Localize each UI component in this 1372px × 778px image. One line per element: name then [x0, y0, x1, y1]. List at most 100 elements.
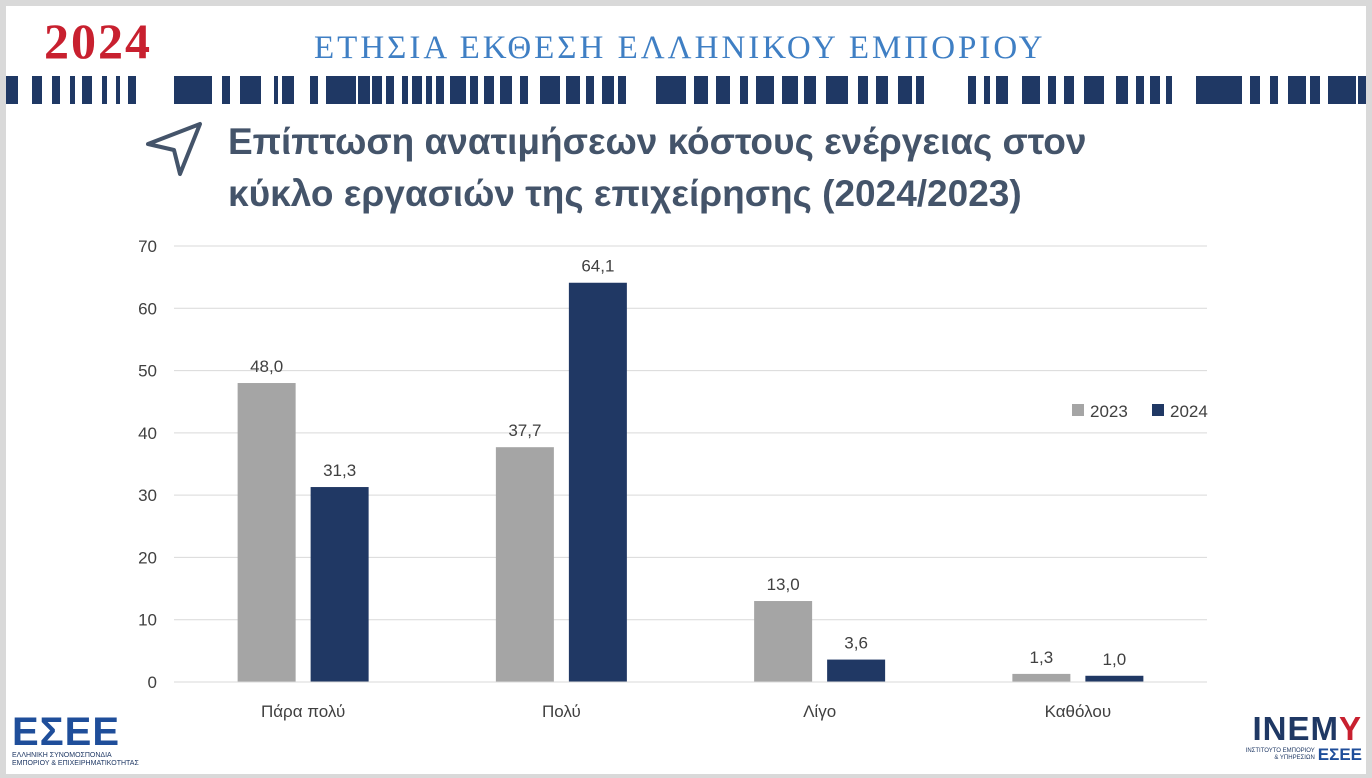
y-tick-label: 30 — [138, 486, 157, 505]
stripe-bar — [1270, 76, 1278, 104]
stripe-bar — [1048, 76, 1056, 104]
y-tick-label: 10 — [138, 611, 157, 630]
stripe-bar — [1084, 76, 1104, 104]
stripe-bar — [656, 76, 686, 104]
stripe-bar — [274, 76, 278, 104]
stripe-bar — [372, 76, 382, 104]
data-label: 48,0 — [250, 357, 283, 376]
data-label: 1,0 — [1103, 650, 1127, 669]
stripe-bar — [52, 76, 60, 104]
stripe-bar — [602, 76, 614, 104]
stripe-bar — [1310, 76, 1320, 104]
data-label: 13,0 — [767, 575, 800, 594]
y-tick-label: 50 — [138, 362, 157, 381]
esee-logo-subtitle-1: ΕΛΛΗΝΙΚΗ ΣΥΝΟΜΟΣΠΟΝΔΙΑ — [12, 752, 112, 759]
stripe-bar — [756, 76, 774, 104]
stripe-bar — [1150, 76, 1160, 104]
esee-logo: ΕΣΕΕ ΕΛΛΗΝΙΚΗ ΣΥΝΟΜΟΣΠΟΝΔΙΑ ΕΜΠΟΡΙΟΥ & Ε… — [12, 712, 139, 768]
inemy-logo-subtitle: ΙΝΣΤΙΤΟΥΤΟ ΕΜΠΟΡΙΟΥ & ΥΠΗΡΕΣΙΩΝ — [1245, 748, 1315, 762]
stripe-bar — [6, 76, 18, 104]
slide-title-line-2: κύκλο εργασιών της επιχείρησης (2024/202… — [228, 173, 1022, 214]
bar-2023 — [495, 447, 554, 682]
bar-2024 — [827, 659, 886, 682]
report-title: ΕΤΗΣΙΑ ΕΚΘΕΣΗ ΕΛΛΗΝΙΚΟΥ ΕΜΠΟΡΙΟΥ — [314, 30, 1046, 66]
stripe-bar — [32, 76, 42, 104]
inemy-logo: INEMY ΙΝΣΤΙΤΟΥΤΟ ΕΜΠΟΡΙΟΥ & ΥΠΗΡΕΣΙΩΝ ΕΣ… — [1244, 712, 1362, 764]
esee-logo-subtitle-2: ΕΜΠΟΡΙΟΥ & ΕΠΙΧΕΙΡΗΜΑΤΙΚΟΤΗΤΑΣ — [12, 760, 139, 767]
bar-2024 — [1085, 675, 1144, 682]
stripe-bar — [240, 76, 252, 104]
legend-swatch-2024 — [1152, 404, 1164, 416]
legend-swatch-2023 — [1072, 404, 1084, 416]
stripe-bar — [282, 76, 294, 104]
data-label: 1,3 — [1030, 648, 1054, 667]
stripe-bar — [1064, 76, 1074, 104]
stripe-bar — [1022, 76, 1040, 104]
stripe-bar — [566, 76, 580, 104]
navigation-arrow-icon — [146, 122, 202, 176]
bar-2023 — [1012, 673, 1071, 682]
stripe-bar — [116, 76, 120, 104]
inemy-logo-text: INEMY — [1244, 712, 1362, 746]
stripe-bar — [450, 76, 466, 104]
stripe-bar — [1116, 76, 1128, 104]
stripe-bar — [996, 76, 1008, 104]
stripe-bar — [340, 76, 356, 104]
legend-label: 2024 — [1170, 402, 1208, 421]
decorative-stripe — [6, 76, 1366, 104]
stripe-bar — [326, 76, 340, 104]
stripe-bar — [1328, 76, 1356, 104]
bar-2023 — [237, 383, 296, 682]
stripe-bar — [540, 76, 560, 104]
y-tick-label: 70 — [138, 237, 157, 256]
stripe-bar — [500, 76, 512, 104]
stripe-bar — [174, 76, 212, 104]
stripe-bar — [1358, 76, 1366, 104]
stripe-bar — [804, 76, 816, 104]
slide: 2024 ΕΤΗΣΙΑ ΕΚΘΕΣΗ ΕΛΛΗΝΙΚΟΥ ΕΜΠΟΡΙΟΥ Επ… — [6, 6, 1366, 774]
y-tick-label: 0 — [148, 673, 157, 692]
slide-title-line-1: Επίπτωση ανατιμήσεων κόστους ενέργειας σ… — [228, 121, 1087, 162]
stripe-bar — [82, 76, 92, 104]
stripe-bar — [716, 76, 730, 104]
stripe-bar — [782, 76, 798, 104]
esee-logo-text: ΕΣΕΕ — [12, 710, 121, 754]
stripe-bar — [984, 76, 990, 104]
stripe-bar — [898, 76, 912, 104]
data-label: 31,3 — [323, 461, 356, 480]
stripe-bar — [694, 76, 708, 104]
data-label: 3,6 — [844, 634, 868, 653]
stripe-bar — [70, 76, 75, 104]
stripe-bar — [310, 76, 318, 104]
stripe-bar — [484, 76, 494, 104]
report-year: 2024 — [44, 13, 152, 69]
stripe-bar — [1136, 76, 1144, 104]
x-tick-label: Λίγο — [803, 702, 836, 721]
stripe-bar — [412, 76, 422, 104]
stripe-bar — [128, 76, 136, 104]
inemy-logo-sub: ΙΝΣΤΙΤΟΥΤΟ ΕΜΠΟΡΙΟΥ & ΥΠΗΡΕΣΙΩΝ ΕΣΕΕ — [1244, 746, 1362, 764]
y-tick-label: 40 — [138, 424, 157, 443]
y-tick-label: 60 — [138, 299, 157, 318]
stripe-bar — [740, 76, 748, 104]
bar-2023 — [754, 601, 813, 682]
stripe-bar — [968, 76, 976, 104]
bar-2024 — [310, 487, 369, 682]
stripe-bar — [876, 76, 888, 104]
stripe-bar — [1288, 76, 1306, 104]
x-tick-label: Πολύ — [542, 702, 581, 721]
inemy-logo-text-b: Y — [1338, 710, 1362, 747]
inemy-logo-subtitle-1: ΙΝΣΤΙΤΟΥΤΟ ΕΜΠΟΡΙΟΥ — [1245, 748, 1315, 754]
stripe-bar — [916, 76, 924, 104]
legend-label: 2023 — [1090, 402, 1128, 421]
stripe-bar — [586, 76, 594, 104]
stripe-bar — [436, 76, 444, 104]
x-tick-label: Πάρα πολύ — [261, 702, 345, 721]
stripe-bar — [1196, 76, 1242, 104]
bar-2024 — [568, 282, 627, 682]
slide-title: Επίπτωση ανατιμήσεων κόστους ενέργειας σ… — [228, 116, 1228, 220]
x-tick-label: Καθόλου — [1045, 702, 1112, 721]
bar-chart: 0 10 20 30 40 50 60 70 48,0 31,3 Πάρα πολύ 37,7 64,1… — [138, 237, 1208, 721]
inemy-logo-esee: ΕΣΕΕ — [1317, 745, 1362, 764]
stripe-bar — [358, 76, 370, 104]
